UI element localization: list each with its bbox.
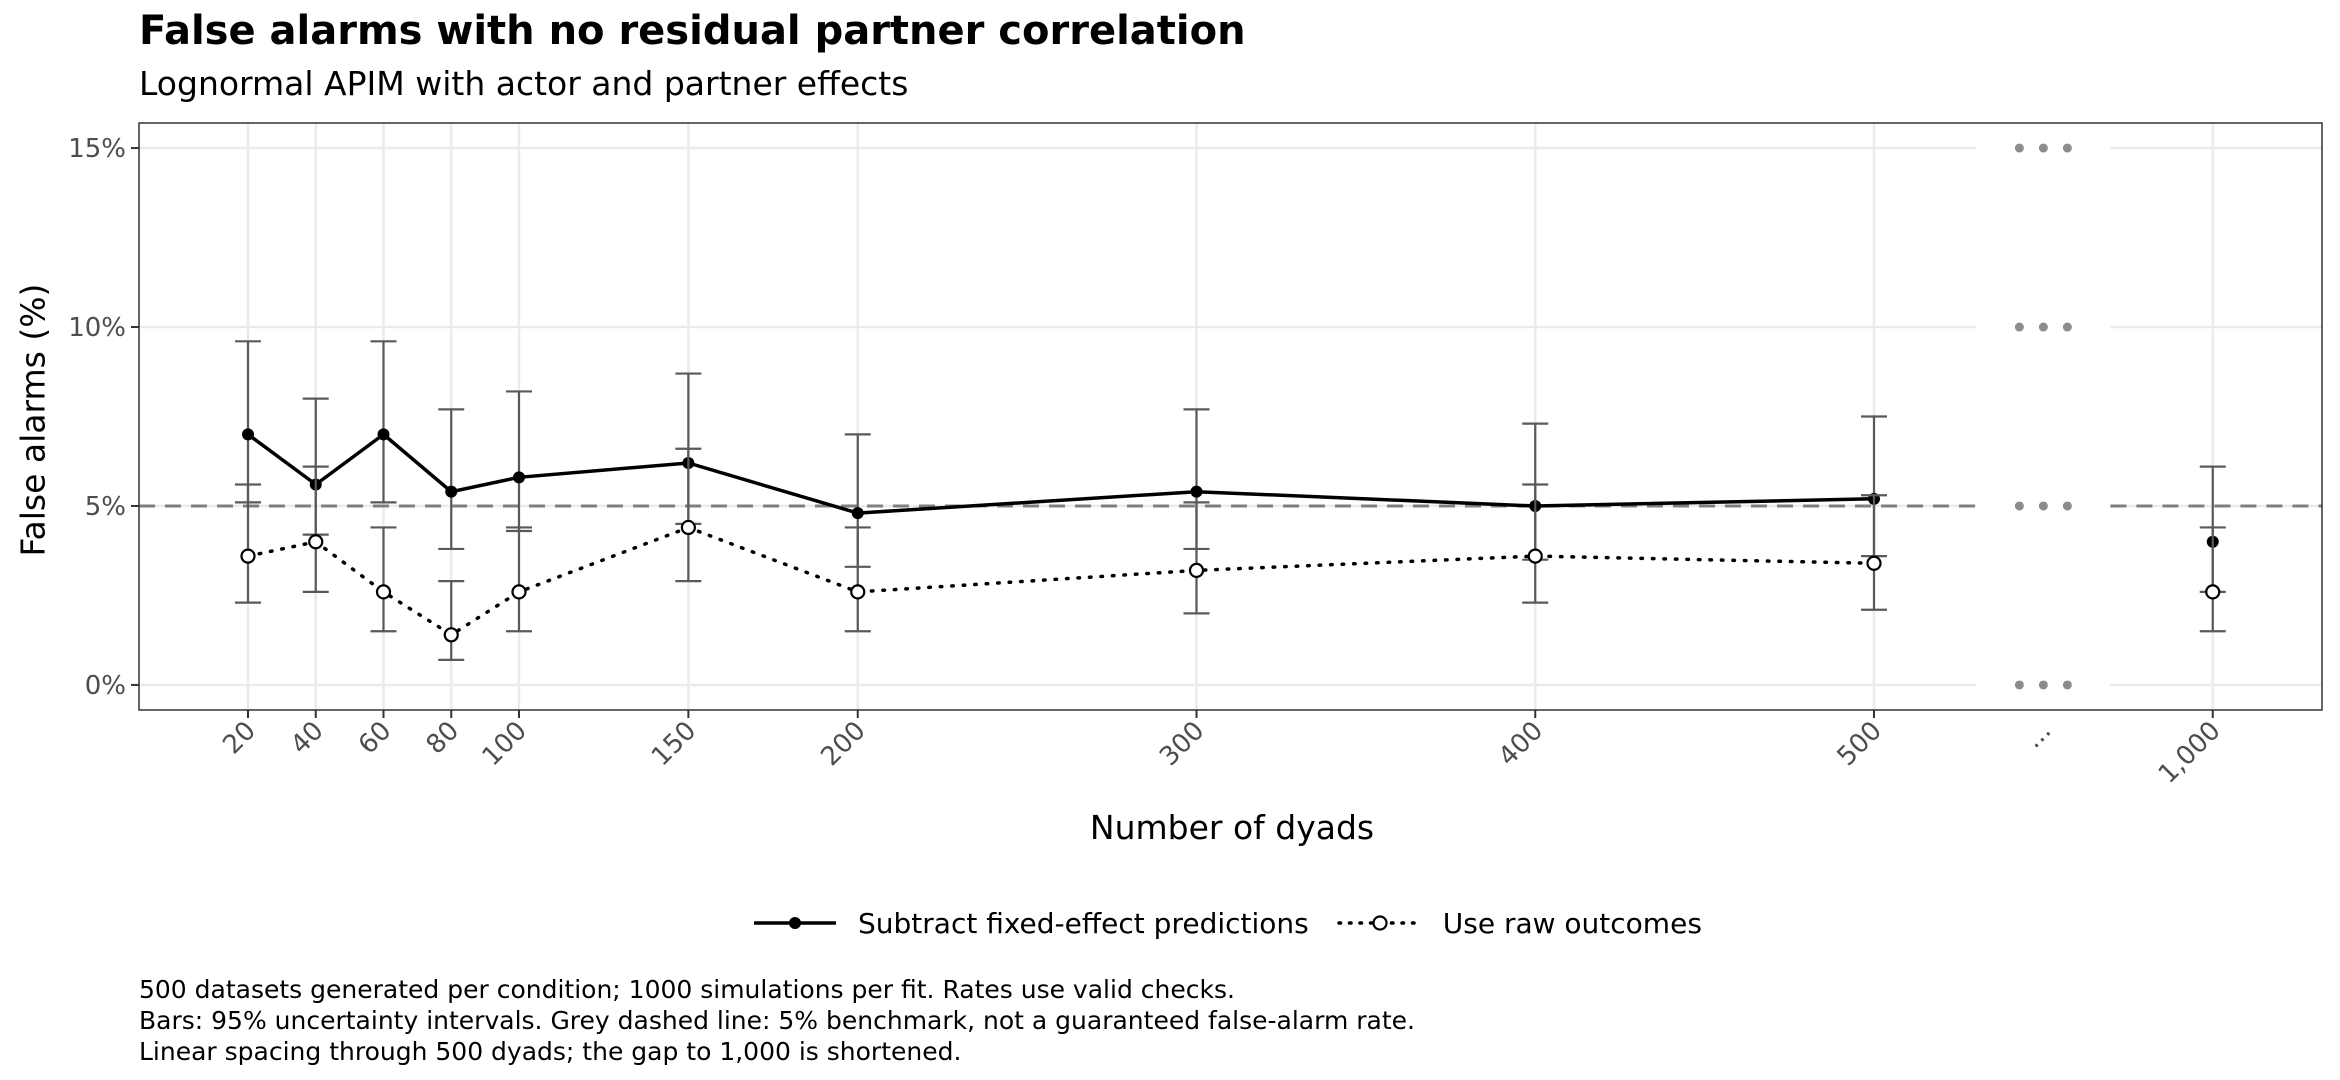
axis-break-dot <box>2038 322 2048 332</box>
data-point-raw <box>850 584 866 600</box>
series-line-raw-outcomes <box>246 525 1876 637</box>
x-tick-label: 60 <box>353 716 398 761</box>
x-axis-label: Number of dyads <box>1089 808 1375 847</box>
axis-break-dot <box>2062 322 2072 332</box>
data-point-raw <box>1866 555 1882 571</box>
data-point-raw <box>680 519 696 536</box>
footnote-line: Linear spacing through 500 dyads; the ga… <box>139 1037 962 1066</box>
axis-break-dot <box>2014 322 2024 332</box>
data-point-subtract <box>377 428 390 441</box>
data-point-subtract <box>513 471 525 484</box>
x-tick-label: 1,000 <box>2153 716 2227 790</box>
data-point-raw <box>511 584 527 600</box>
axis-break-dot <box>2014 143 2024 153</box>
y-tick-label: 5% <box>85 492 126 522</box>
axis-break-dot <box>2062 501 2072 511</box>
plot-panel-border <box>138 122 2323 711</box>
data-point-subtract <box>851 507 864 520</box>
data-point-raw <box>1188 562 1205 579</box>
y-tick-label: 15% <box>68 134 126 164</box>
footnote-line: 500 datasets generated per condition; 10… <box>139 975 1235 1004</box>
x-tick-label: 150 <box>646 716 702 772</box>
footnote-line: Bars: 95% uncertainty intervals. Grey da… <box>139 1006 1415 1035</box>
data-point-raw <box>1527 548 1543 564</box>
x-tick-label: ... <box>2019 716 2058 755</box>
x-tick-label: 80 <box>421 716 466 761</box>
y-tick-label: 10% <box>68 313 126 343</box>
chart-title: False alarms with no residual partner co… <box>139 8 1246 54</box>
x-tick-label: 20 <box>217 716 262 761</box>
data-point-raw <box>443 627 459 643</box>
footnote: 500 datasets generated per condition; 10… <box>139 974 1415 1067</box>
axis-break-dot <box>2014 501 2024 511</box>
legend-key-dotted <box>1337 915 1423 931</box>
data-point-raw <box>375 584 392 600</box>
legend: Subtract fixed-effect predictions Use ra… <box>750 900 1728 946</box>
axis-break-dot <box>2062 143 2072 153</box>
x-tick-label: 40 <box>285 716 330 761</box>
x-tick-label: 100 <box>477 716 533 772</box>
data-point-raw <box>240 548 256 564</box>
y-tick-label: 0% <box>85 671 126 701</box>
axis-break-dot <box>2062 680 2072 690</box>
axis-break-dot <box>2038 680 2048 690</box>
axis-break-dot <box>2038 501 2048 511</box>
axis-break-dot <box>2038 143 2048 153</box>
data-point-raw <box>2205 584 2221 600</box>
x-tick-label: 200 <box>815 716 871 772</box>
data-point-subtract <box>445 485 458 498</box>
x-tick-label: 300 <box>1154 716 1210 772</box>
legend-label-raw: Use raw outcomes <box>1442 906 1702 940</box>
legend-key-solid <box>754 917 836 929</box>
series-line-subtract <box>246 432 1876 515</box>
axis-break-dot <box>2014 680 2024 690</box>
data-point-raw <box>308 534 324 550</box>
data-point-subtract <box>1190 485 1203 498</box>
data-point-subtract <box>242 428 254 441</box>
chart-svg: 0% 5% 10% 15% 20 40 60 80 100 150 200 300 400 500... 1… <box>68 122 2323 790</box>
chart-subtitle: Lognormal APIM with actor and partner ef… <box>139 64 909 103</box>
legend-label-subtract: Subtract fixed-effect predictions <box>858 906 1309 940</box>
x-tick-label: 400 <box>1493 716 1549 772</box>
x-tick-label: 500 <box>1832 716 1888 772</box>
